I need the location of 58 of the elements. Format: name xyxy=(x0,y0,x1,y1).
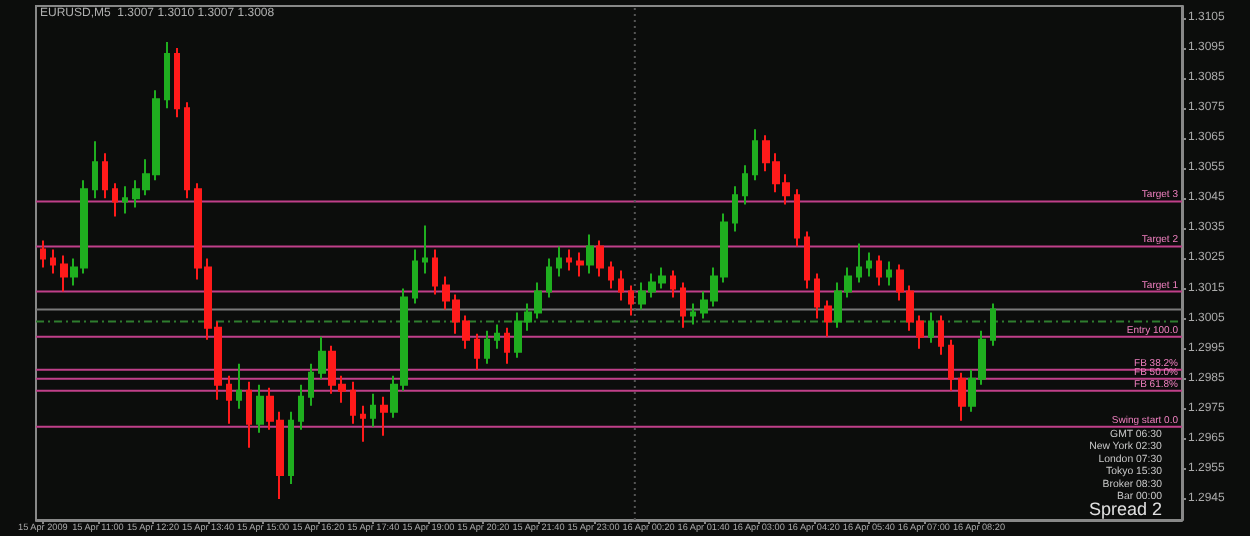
candlestick xyxy=(886,260,892,287)
candlestick xyxy=(958,371,966,422)
candlestick xyxy=(732,185,738,233)
candlestick xyxy=(236,362,242,410)
candlestick xyxy=(370,392,376,428)
candlestick xyxy=(752,128,758,182)
candlestick xyxy=(350,380,356,425)
candlestick xyxy=(164,41,170,110)
candlestick xyxy=(814,272,820,320)
candlestick xyxy=(876,254,882,287)
candlestick xyxy=(494,323,500,350)
candlestick xyxy=(40,239,46,269)
candlestick xyxy=(680,281,686,329)
candlestick xyxy=(804,230,810,290)
candlestick xyxy=(546,257,552,299)
candlestick xyxy=(112,182,118,218)
candlestick xyxy=(566,248,572,272)
candlestick xyxy=(794,188,800,248)
candlestick xyxy=(556,245,562,278)
candlestick xyxy=(628,284,634,317)
candlestick xyxy=(318,335,326,380)
candlestick xyxy=(484,329,490,365)
candlestick xyxy=(690,302,696,326)
candlestick xyxy=(432,248,438,296)
candlestick xyxy=(742,164,748,206)
candlestick xyxy=(866,251,872,278)
candlestick xyxy=(174,47,180,119)
annotation: Spread 2 xyxy=(1088,499,1163,519)
candlestick xyxy=(298,383,304,431)
candlestick xyxy=(246,380,252,449)
candlestick xyxy=(122,185,128,215)
candlestick xyxy=(576,251,584,278)
candlestick xyxy=(618,269,624,302)
candlestick xyxy=(60,254,68,293)
candlestick xyxy=(92,140,98,200)
candlestick xyxy=(360,404,366,443)
candlestick xyxy=(288,410,294,485)
candlestick xyxy=(226,374,232,425)
candlestick xyxy=(380,395,388,437)
candlestick xyxy=(184,101,190,200)
candlestick xyxy=(412,248,418,305)
candlestick xyxy=(102,152,108,200)
candlestick xyxy=(990,302,996,347)
candlestick xyxy=(422,224,428,275)
candlestick xyxy=(50,248,56,275)
candlestick xyxy=(596,239,604,278)
candlestick xyxy=(824,299,832,338)
candlestick xyxy=(504,326,510,365)
candlestick xyxy=(948,338,954,392)
candlestick xyxy=(938,314,944,356)
candlestick xyxy=(586,233,594,275)
candlestick xyxy=(608,260,614,290)
candlestick xyxy=(670,269,676,299)
candlestick xyxy=(856,242,862,284)
candlestick xyxy=(308,362,314,407)
candlestick xyxy=(474,332,480,371)
candlestick xyxy=(928,311,934,344)
candlestick xyxy=(256,383,264,434)
